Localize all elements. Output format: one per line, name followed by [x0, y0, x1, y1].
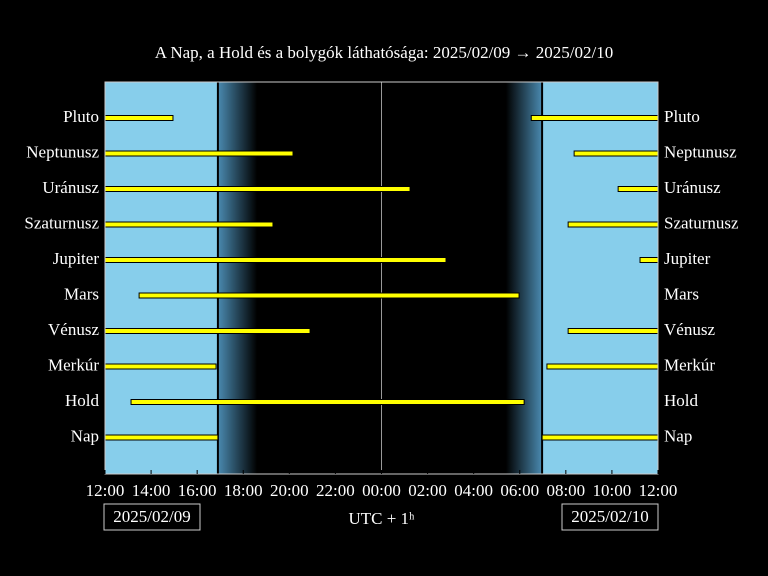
visibility-bar	[104, 363, 217, 370]
x-tick-label: 22:00	[316, 481, 355, 500]
x-tick-label: 00:00	[362, 481, 401, 500]
start-date: 2025/02/09	[113, 507, 190, 526]
row-label-right: Mars	[664, 284, 699, 303]
x-tick-label: 08:00	[546, 481, 585, 500]
visibility-bar	[104, 257, 447, 263]
visibility-bar	[104, 115, 174, 121]
row-label-right: Neptunusz	[664, 142, 737, 161]
daylight	[105, 82, 218, 474]
x-axis-label: UTC + 1ʰ	[348, 509, 415, 528]
x-tick-label: 02:00	[408, 481, 447, 500]
row-label-right: Nap	[664, 426, 692, 445]
row-label-left: Nap	[71, 426, 99, 445]
visibility-bar	[104, 328, 311, 334]
row-label-left: Hold	[65, 391, 100, 410]
x-tick-label: 06:00	[500, 481, 539, 500]
visibility-bar	[138, 292, 520, 299]
row-label-left: Merkúr	[48, 355, 99, 374]
x-tick-label: 18:00	[224, 481, 263, 500]
twilight	[217, 82, 258, 474]
row-label-left: Jupiter	[53, 249, 100, 268]
visibility-bar	[567, 328, 659, 334]
visibility-bar	[104, 186, 411, 192]
row-label-right: Vénusz	[664, 320, 715, 339]
visibility-bar	[130, 399, 525, 405]
row-label-left: Szaturnusz	[24, 213, 99, 232]
x-tick-label: 12:00	[86, 481, 125, 500]
visibility-bar	[617, 186, 659, 192]
x-tick-label: 14:00	[132, 481, 171, 500]
row-label-right: Pluto	[664, 107, 700, 126]
row-label-right: Hold	[664, 391, 699, 410]
visibility-bar	[530, 115, 659, 121]
daylight	[542, 82, 658, 474]
x-tick-label: 12:00	[639, 481, 678, 500]
row-label-right: Jupiter	[664, 249, 711, 268]
row-label-left: Mars	[64, 284, 99, 303]
chart-title: A Nap, a Hold és a bolygók láthatósága: …	[155, 43, 613, 62]
row-label-left: Neptunusz	[26, 142, 99, 161]
x-tick-label: 10:00	[593, 481, 632, 500]
twilight	[505, 82, 543, 474]
row-label-right: Uránusz	[664, 178, 721, 197]
x-tick-label: 16:00	[178, 481, 217, 500]
row-label-right: Merkúr	[664, 355, 715, 374]
row-label-left: Uránusz	[42, 178, 99, 197]
row-label-left: Pluto	[63, 107, 99, 126]
visibility-bar	[639, 257, 659, 263]
x-tick-label: 04:00	[454, 481, 493, 500]
row-label-left: Vénusz	[48, 320, 99, 339]
visibility-bar	[541, 434, 659, 441]
visibility-bar	[567, 221, 659, 228]
visibility-bar	[104, 434, 219, 441]
visibility-bar	[104, 221, 274, 228]
date-box	[103, 503, 201, 531]
x-tick-label: 20:00	[270, 481, 309, 500]
row-label-right: Szaturnusz	[664, 213, 739, 232]
visibility-bar	[573, 150, 659, 157]
visibility-bar	[546, 363, 659, 370]
end-date: 2025/02/10	[571, 507, 648, 526]
date-box	[561, 503, 659, 531]
visibility-bar	[104, 150, 294, 157]
